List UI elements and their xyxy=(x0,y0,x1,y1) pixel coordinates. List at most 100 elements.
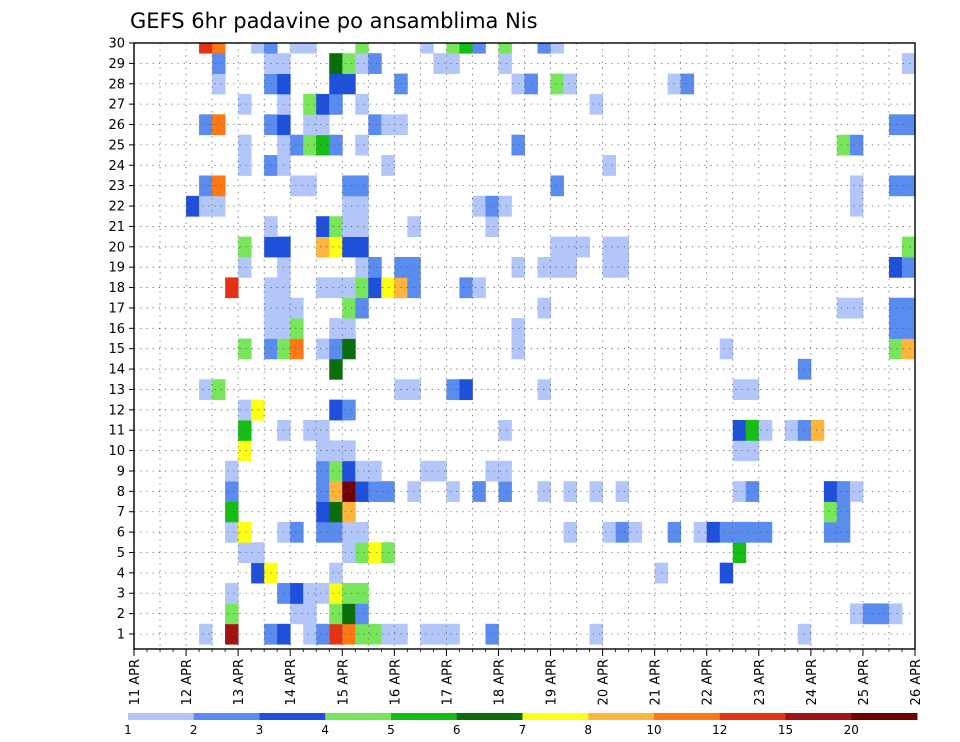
heatmap-cell xyxy=(485,460,499,482)
colorbar-label: 12 xyxy=(712,723,727,737)
heatmap-cell xyxy=(511,134,525,156)
heatmap-cell xyxy=(576,236,590,258)
heatmap-cell xyxy=(212,195,226,217)
heatmap-cell xyxy=(433,623,447,645)
heatmap-cell xyxy=(459,379,473,401)
x-tick-label: 22 APR xyxy=(701,659,716,705)
heatmap-cell xyxy=(212,43,226,54)
colorbar-label: 7 xyxy=(519,723,527,737)
heatmap-cell xyxy=(602,521,617,543)
heatmap-cell xyxy=(342,318,356,339)
heatmap-cell xyxy=(823,501,838,523)
colorbar-label: 3 xyxy=(256,723,264,737)
heatmap-cell xyxy=(706,521,721,543)
heatmap-cell xyxy=(901,338,916,360)
heatmap-cell xyxy=(901,318,916,339)
heatmap-cell xyxy=(420,623,434,645)
heatmap-cell xyxy=(342,195,356,217)
heatmap-cell xyxy=(433,53,447,74)
heatmap-cell xyxy=(368,256,382,278)
heatmap-cell xyxy=(342,623,356,645)
heatmap-cell xyxy=(823,521,838,543)
heatmap-cell xyxy=(888,338,903,360)
heatmap-cell xyxy=(225,603,239,625)
heatmap-cell xyxy=(225,521,239,543)
colorbar-swatch xyxy=(193,713,260,720)
y-tick-label: 3 xyxy=(117,587,125,602)
y-tick-label: 14 xyxy=(108,363,125,378)
heatmap-cell xyxy=(355,93,369,115)
heatmap-cell xyxy=(342,216,356,237)
y-tick-label: 6 xyxy=(117,526,125,541)
heatmap-cell xyxy=(303,134,317,156)
heatmap-cell xyxy=(550,236,564,258)
x-tick-label: 26 APR xyxy=(909,659,924,705)
y-tick-label: 22 xyxy=(108,200,125,215)
heatmap-cell xyxy=(498,53,512,74)
heatmap-cell xyxy=(615,481,630,502)
heatmap-cell xyxy=(849,195,864,217)
heatmap-cell xyxy=(849,297,864,319)
heatmap-cell xyxy=(719,562,734,584)
y-tick-label: 30 xyxy=(108,37,125,52)
colorbar-swatch xyxy=(522,713,589,720)
heatmap-cell xyxy=(745,481,760,502)
heatmap-cell xyxy=(888,603,903,625)
heatmap-cell xyxy=(602,256,617,278)
heatmap-cell xyxy=(329,134,343,156)
heatmap-cell xyxy=(849,175,864,197)
heatmap-cell xyxy=(355,623,369,645)
heatmap-cell xyxy=(264,43,278,54)
heatmap-cell xyxy=(446,43,460,54)
heatmap-cell xyxy=(199,114,213,136)
heatmap-cell xyxy=(342,277,356,299)
heatmap-cell xyxy=(342,542,356,564)
heatmap-cell xyxy=(355,542,369,564)
y-tick-label: 18 xyxy=(108,281,125,296)
heatmap-cell xyxy=(381,114,395,136)
heatmap-cell xyxy=(329,460,343,482)
heatmap-cell xyxy=(420,460,434,482)
heatmap-cell xyxy=(238,338,252,360)
y-tick-label: 11 xyxy=(108,424,125,439)
heatmap-cell xyxy=(342,440,356,462)
heatmap-cell xyxy=(329,358,343,380)
heatmap-cell xyxy=(563,256,577,278)
heatmap-cell xyxy=(615,256,630,278)
y-tick-label: 24 xyxy=(108,159,125,174)
heatmap-cell xyxy=(316,623,330,645)
heatmap-cell xyxy=(888,175,903,197)
heatmap-cell xyxy=(849,134,864,156)
heatmap-cell xyxy=(459,43,473,54)
y-tick-label: 13 xyxy=(108,383,125,398)
x-tick-label: 24 APR xyxy=(805,659,820,705)
heatmap-cell xyxy=(745,440,760,462)
y-tick-label: 4 xyxy=(117,566,125,581)
heatmap-cell xyxy=(303,583,317,604)
heatmap-cell xyxy=(602,236,617,258)
heatmap-cell xyxy=(511,256,525,278)
heatmap-cell xyxy=(732,521,747,543)
heatmap-cell xyxy=(290,521,304,543)
heatmap-cell xyxy=(355,256,369,278)
heatmap-cell xyxy=(355,481,369,502)
heatmap-cell xyxy=(485,623,499,645)
y-tick-label: 2 xyxy=(117,607,125,622)
heatmap-cell xyxy=(355,53,369,74)
heatmap-cell xyxy=(316,420,330,441)
heatmap-cell xyxy=(472,43,486,54)
y-tick-label: 19 xyxy=(108,261,125,276)
x-tick-label: 16 APR xyxy=(388,659,403,705)
heatmap-cell xyxy=(901,236,916,258)
x-tick-label: 17 APR xyxy=(440,659,455,705)
colorbar-swatch xyxy=(391,713,458,720)
heatmap-cell xyxy=(498,460,512,482)
heatmap-cell xyxy=(732,420,747,441)
heatmap-cell xyxy=(901,53,916,74)
heatmap-cell xyxy=(303,114,317,136)
heatmap-cell xyxy=(355,175,369,197)
heatmap-cell xyxy=(316,521,330,543)
heatmap-cell xyxy=(745,379,760,401)
x-tick-label: 15 APR xyxy=(336,659,351,705)
